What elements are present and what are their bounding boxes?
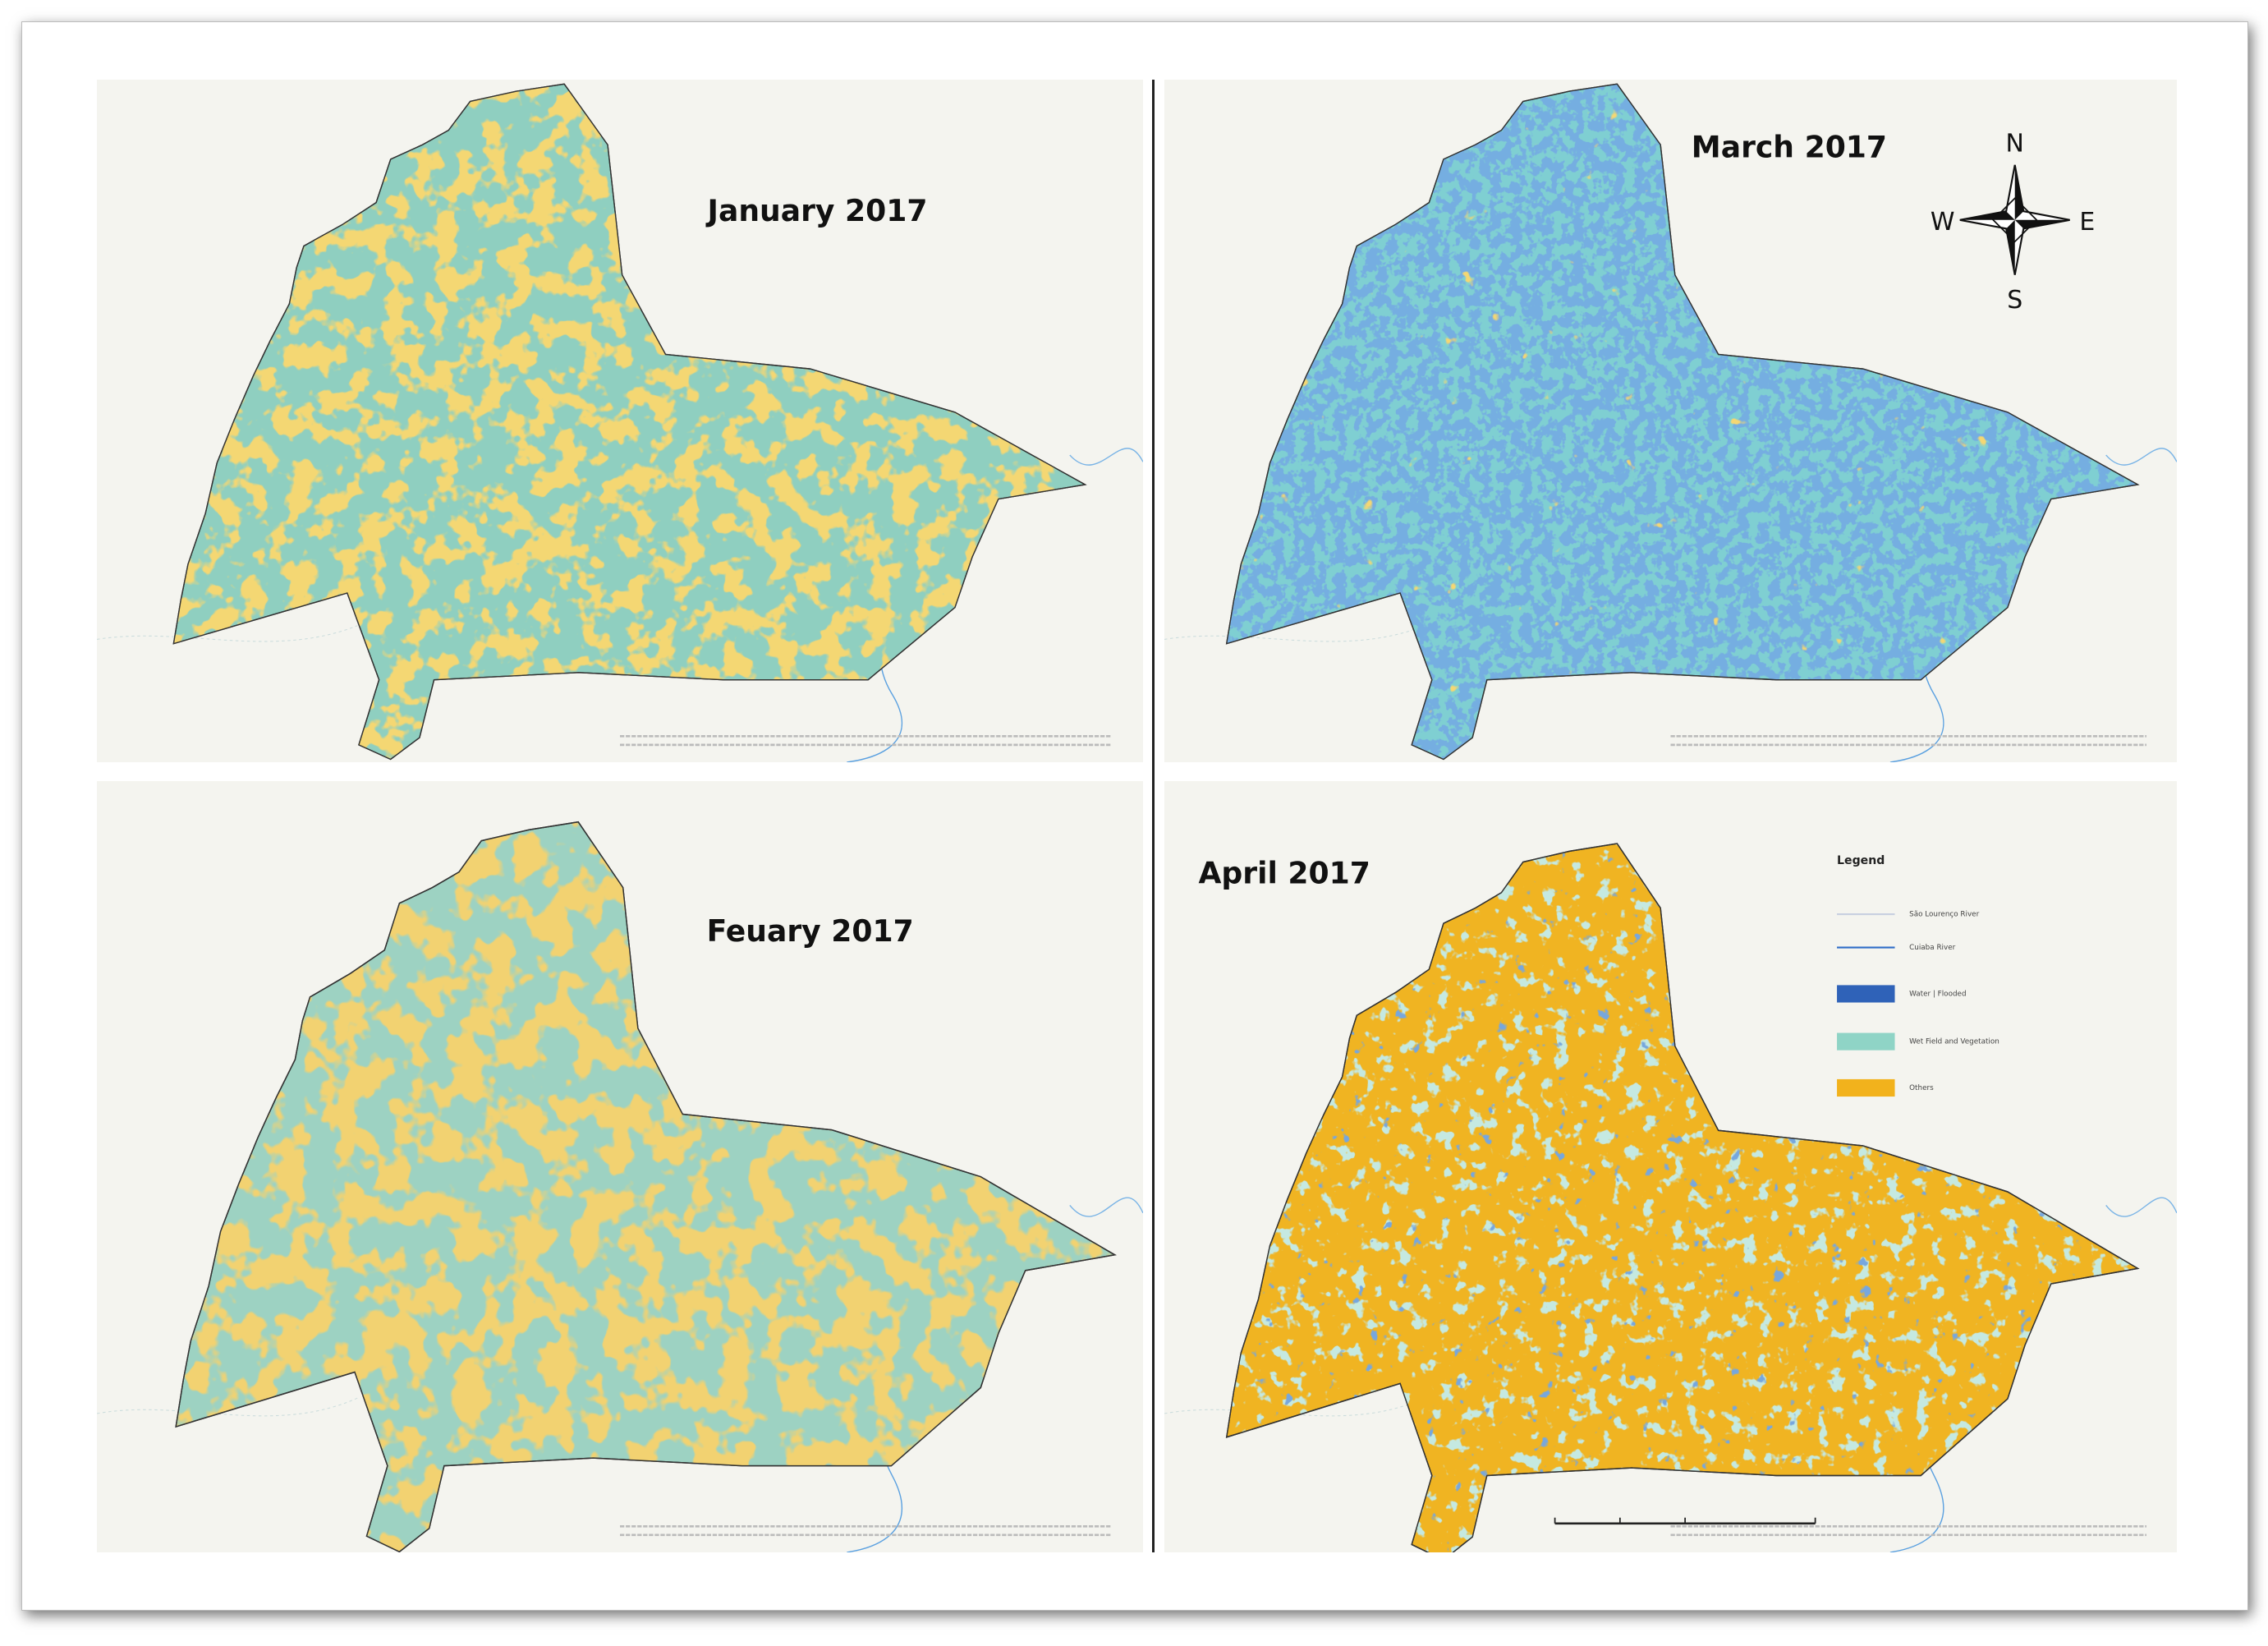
- region-outline: [1225, 843, 2140, 1552]
- map: January 2017: [97, 83, 1143, 762]
- region-texture: [176, 821, 1115, 1552]
- river: [97, 625, 358, 642]
- map: March 2017 N S W E: [1164, 83, 2177, 762]
- compass-rose: [1959, 164, 2070, 275]
- panel-title: January 2017: [705, 193, 928, 228]
- legend: Legend São Lourenço River Cuiaba River Wate…: [1837, 854, 1999, 1097]
- river: [2105, 1197, 2177, 1217]
- panel-title: March 2017: [1692, 130, 1887, 165]
- legend-label: Cuiaba River: [1909, 944, 1955, 952]
- river: [1069, 1197, 1143, 1217]
- map: Feuary 2017: [97, 821, 1143, 1552]
- compass-label: W: [1931, 208, 1955, 237]
- legend-swatch: [1837, 1078, 1895, 1097]
- river: [2105, 448, 2177, 466]
- map-area: [172, 83, 1087, 761]
- legend-swatch: [1837, 985, 1895, 1003]
- compass-label: E: [2079, 208, 2095, 237]
- map-area: [175, 821, 1117, 1552]
- compass-label: N: [2006, 130, 2024, 159]
- map-panel: Feuary 2017: [97, 781, 1143, 1552]
- legend-label: Wet Field and Vegetation: [1909, 1038, 1999, 1046]
- river: [1069, 448, 1143, 466]
- region-outline: [175, 821, 1117, 1552]
- map-panel: January 2017: [97, 80, 1143, 762]
- legend-swatch: [1837, 1032, 1895, 1051]
- legend-label: São Lourenço River: [1909, 911, 1979, 919]
- compass-label: S: [2007, 286, 2022, 315]
- panel-divider: [1152, 80, 1155, 1552]
- map-panel: April 2017 Legend São Lourenço River Cuiaba…: [1164, 781, 2177, 1552]
- panel-title: Feuary 2017: [707, 913, 914, 949]
- compass-rose: [1992, 197, 2038, 243]
- map-panel: March 2017 N S W E: [1164, 80, 2177, 762]
- panel-gap: [97, 769, 2177, 779]
- map: April 2017 Legend São Lourenço River Cuiaba…: [1164, 843, 2177, 1552]
- scale-bar: [1554, 1517, 1816, 1525]
- region-texture: [173, 84, 1086, 760]
- legend-label: Others: [1909, 1084, 1934, 1092]
- legend-label: Water | Flooded: [1909, 990, 1966, 998]
- region-texture: [1226, 844, 2138, 1552]
- river: [97, 1397, 358, 1417]
- region-texture: [1226, 84, 2138, 760]
- map-area: [1225, 83, 2140, 761]
- river: [1164, 1397, 1426, 1417]
- region-outline: [172, 83, 1087, 761]
- region-outline: [1225, 83, 2140, 761]
- panel-title: April 2017: [1198, 856, 1370, 891]
- river: [1164, 625, 1426, 642]
- map-area: [1225, 843, 2140, 1552]
- legend-title: Legend: [1837, 854, 1885, 867]
- compass: N S W E: [1931, 130, 2095, 315]
